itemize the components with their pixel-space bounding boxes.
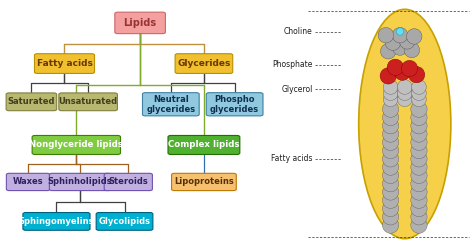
FancyBboxPatch shape [168, 135, 240, 155]
FancyBboxPatch shape [172, 173, 237, 190]
Ellipse shape [411, 80, 426, 94]
Ellipse shape [397, 80, 412, 94]
Ellipse shape [383, 118, 399, 134]
Ellipse shape [409, 66, 425, 83]
Ellipse shape [383, 159, 399, 175]
FancyBboxPatch shape [35, 54, 94, 73]
Ellipse shape [411, 200, 427, 217]
Ellipse shape [383, 80, 398, 94]
Ellipse shape [400, 34, 415, 49]
Ellipse shape [383, 126, 399, 142]
Text: Neutral
glycerides: Neutral glycerides [146, 95, 195, 114]
Ellipse shape [381, 43, 396, 59]
Text: Saturated: Saturated [8, 97, 55, 106]
Text: Glycerol: Glycerol [281, 85, 313, 94]
Ellipse shape [411, 192, 427, 208]
Ellipse shape [383, 176, 399, 192]
FancyBboxPatch shape [32, 135, 120, 155]
Ellipse shape [383, 167, 399, 184]
Text: Fatty acids: Fatty acids [271, 154, 313, 163]
Ellipse shape [383, 217, 399, 233]
Text: Lipids: Lipids [124, 18, 157, 28]
Ellipse shape [411, 209, 427, 225]
Ellipse shape [411, 118, 427, 134]
Text: Sphingomyelins: Sphingomyelins [18, 217, 94, 226]
Ellipse shape [404, 42, 419, 58]
Ellipse shape [385, 35, 401, 50]
Ellipse shape [383, 142, 399, 159]
FancyBboxPatch shape [104, 173, 153, 190]
Ellipse shape [383, 192, 399, 208]
Ellipse shape [411, 159, 427, 175]
Ellipse shape [401, 60, 418, 77]
Text: Phosphate: Phosphate [272, 60, 313, 69]
Text: Unsaturated: Unsaturated [59, 97, 118, 106]
Ellipse shape [411, 92, 426, 107]
Ellipse shape [397, 92, 412, 107]
Ellipse shape [411, 86, 426, 100]
Ellipse shape [411, 142, 427, 159]
FancyBboxPatch shape [143, 93, 199, 116]
Text: Nonglyceride lipids: Nonglyceride lipids [29, 140, 123, 150]
FancyBboxPatch shape [59, 93, 118, 111]
Ellipse shape [392, 40, 408, 55]
Ellipse shape [411, 126, 427, 142]
Ellipse shape [383, 184, 399, 200]
Ellipse shape [397, 86, 412, 100]
FancyBboxPatch shape [23, 213, 90, 230]
FancyBboxPatch shape [175, 54, 233, 73]
Ellipse shape [411, 134, 427, 151]
Ellipse shape [411, 184, 427, 200]
Ellipse shape [411, 151, 427, 167]
Ellipse shape [383, 109, 399, 126]
Ellipse shape [411, 101, 427, 117]
Ellipse shape [411, 167, 427, 184]
Text: Choline: Choline [284, 27, 313, 36]
Ellipse shape [383, 92, 398, 107]
FancyBboxPatch shape [206, 93, 263, 116]
FancyBboxPatch shape [96, 213, 153, 230]
Ellipse shape [407, 29, 422, 44]
Ellipse shape [380, 68, 396, 84]
Ellipse shape [383, 200, 399, 217]
Ellipse shape [378, 28, 393, 43]
Text: Waxes: Waxes [13, 178, 44, 186]
Text: Fatty acids: Fatty acids [36, 59, 92, 68]
Ellipse shape [411, 109, 427, 126]
Text: Complex lipids: Complex lipids [168, 140, 240, 150]
FancyBboxPatch shape [115, 12, 165, 34]
FancyBboxPatch shape [6, 173, 50, 190]
Ellipse shape [359, 9, 451, 239]
Text: Sphinholipids: Sphinholipids [48, 178, 112, 186]
Ellipse shape [411, 217, 427, 233]
Ellipse shape [394, 64, 410, 80]
Ellipse shape [387, 59, 403, 75]
Text: Phospho
glycerides: Phospho glycerides [210, 95, 259, 114]
Text: Steroids: Steroids [109, 178, 148, 186]
Text: Glycerides: Glycerides [177, 59, 231, 68]
FancyBboxPatch shape [6, 93, 57, 111]
Ellipse shape [396, 28, 404, 35]
Ellipse shape [383, 209, 399, 225]
FancyBboxPatch shape [49, 173, 111, 190]
Ellipse shape [383, 101, 399, 117]
Ellipse shape [383, 151, 399, 167]
Ellipse shape [392, 28, 408, 43]
Ellipse shape [383, 134, 399, 151]
Ellipse shape [383, 86, 398, 100]
Text: Lipoproteins: Lipoproteins [174, 178, 234, 186]
Text: Glycolipids: Glycolipids [99, 217, 151, 226]
Ellipse shape [411, 176, 427, 192]
